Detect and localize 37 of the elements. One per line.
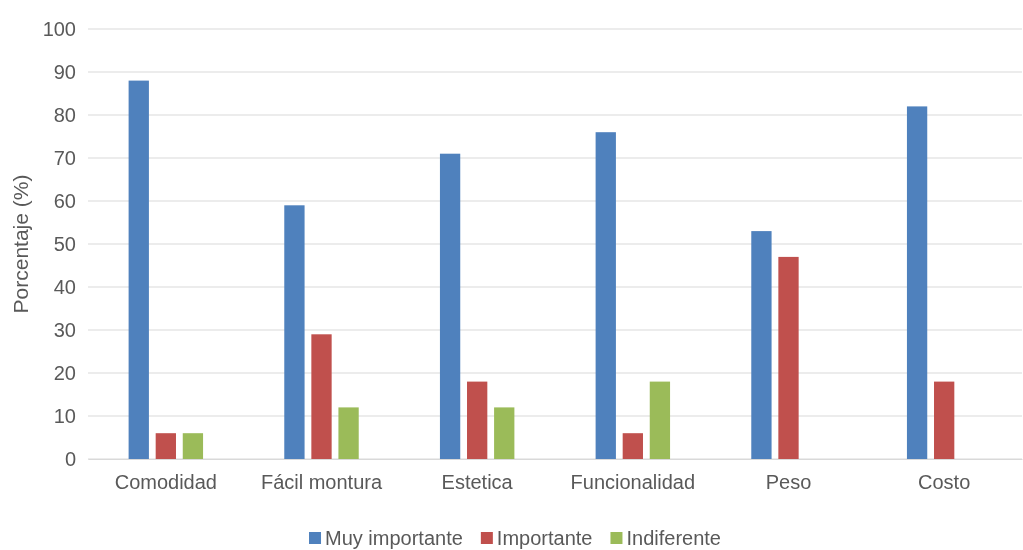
legend-label: Importante [496, 527, 593, 549]
y-tick-label: 80 [53, 103, 76, 126]
x-tick-label: Costo [918, 471, 971, 494]
legend-label: Indiferente [626, 527, 721, 549]
bar [128, 80, 149, 459]
x-tick-label: Peso [765, 471, 812, 494]
bar [182, 433, 204, 459]
bar [934, 381, 955, 459]
bar [649, 381, 671, 459]
y-tick-label: 30 [53, 318, 76, 341]
y-tick-label: 10 [53, 404, 76, 427]
y-axis-title: Porcentaje (%) [9, 174, 32, 314]
y-tick-label: 20 [53, 361, 76, 384]
y-tick-label: 0 [64, 447, 76, 470]
y-tick-label: 50 [53, 232, 76, 255]
x-tick-label: Funcionalidad [570, 471, 696, 494]
bar [622, 433, 643, 459]
y-tick-label: 60 [53, 189, 76, 212]
x-tick-label: Fácil montura [260, 471, 383, 494]
bar [595, 132, 616, 459]
bar [751, 231, 772, 459]
y-tick-label: 70 [53, 146, 76, 169]
bar [311, 334, 332, 459]
x-tick-label: Estetica [441, 471, 514, 494]
bar [155, 433, 176, 459]
bar [284, 205, 305, 459]
y-tick-label: 100 [42, 17, 76, 40]
bar [906, 106, 928, 459]
bar [338, 407, 359, 459]
bar [778, 256, 799, 459]
bar [467, 381, 488, 459]
legend-label: Muy importante [325, 527, 463, 549]
bar [494, 407, 515, 459]
y-tick-label: 40 [53, 275, 76, 298]
y-tick-label: 90 [53, 60, 76, 83]
x-tick-label: Comodidad [114, 471, 217, 494]
bar [439, 153, 461, 459]
